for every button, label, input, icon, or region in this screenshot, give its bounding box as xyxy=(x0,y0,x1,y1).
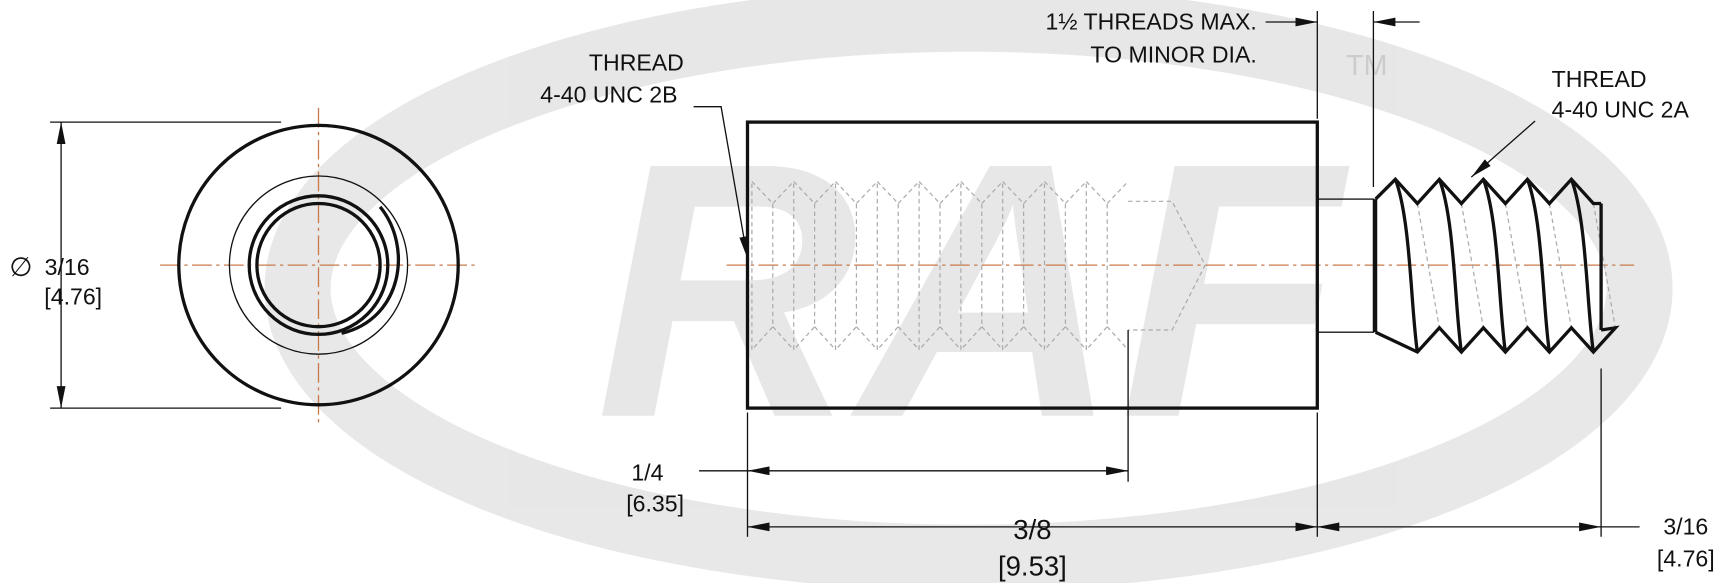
hidden-drill-tip xyxy=(1128,200,1206,331)
end-view xyxy=(177,123,460,407)
hidden-thread xyxy=(939,181,962,351)
hidden-thread xyxy=(814,181,836,351)
thread-flank xyxy=(1437,178,1464,353)
dimension-metric: [4.76] xyxy=(1657,546,1715,572)
leader-line xyxy=(1470,120,1536,178)
stud-neck xyxy=(1316,198,1375,333)
dimension-value: 3/16 xyxy=(1663,514,1708,540)
thread-crest xyxy=(1374,176,1602,206)
hidden-thread xyxy=(772,181,795,351)
thread-crest xyxy=(1374,325,1620,355)
threads xyxy=(751,176,1620,355)
thread-flank xyxy=(1393,178,1420,353)
trademark: TM xyxy=(1346,50,1387,82)
callout-text: 4-40 UNC 2A xyxy=(1552,97,1690,123)
leader-line xyxy=(693,106,749,259)
hidden-thread xyxy=(1023,181,1045,351)
dimension-value: 1/4 xyxy=(631,460,663,486)
thread-root xyxy=(1592,203,1616,328)
watermark-ellipse xyxy=(264,0,1673,588)
bore-circle xyxy=(255,201,382,329)
hidden-thread xyxy=(981,181,1004,351)
diameter-metric: [4.76] xyxy=(44,284,102,310)
watermark: RAF xyxy=(264,0,1673,588)
thread-flank xyxy=(1481,178,1508,353)
thread-flank xyxy=(1525,178,1552,353)
thread-root xyxy=(1504,203,1528,328)
hidden-thread xyxy=(897,181,920,351)
callout-text: 4-40 UNC 2B xyxy=(540,81,677,107)
callout-text: 1½ THREADS MAX. xyxy=(1045,9,1256,35)
dimension-metric: [6.35] xyxy=(626,491,684,517)
watermark-logo: RAF xyxy=(596,87,1353,493)
outer-circle xyxy=(177,123,460,407)
thread-root xyxy=(1548,203,1572,328)
thread-root xyxy=(1460,203,1484,328)
callout-text: THREAD xyxy=(1552,66,1647,92)
hidden-thread xyxy=(1064,181,1087,351)
callout-text: THREAD xyxy=(589,49,684,75)
diameter-value: 3/16 xyxy=(45,254,90,280)
callout-text: TO MINOR DIA. xyxy=(1090,42,1256,68)
thread-minor-circle xyxy=(247,194,390,337)
thread-flank xyxy=(1569,178,1596,353)
thread-spiral xyxy=(341,205,401,335)
thread-major-circle xyxy=(228,175,409,355)
hidden-thread xyxy=(855,181,878,351)
thread-root xyxy=(1416,203,1440,328)
dimension-metric: [9.53] xyxy=(998,550,1067,581)
dimension-value: 3/8 xyxy=(1013,514,1051,545)
diameter-symbol: ∅ xyxy=(9,252,32,282)
hidden-thread xyxy=(1106,181,1129,351)
